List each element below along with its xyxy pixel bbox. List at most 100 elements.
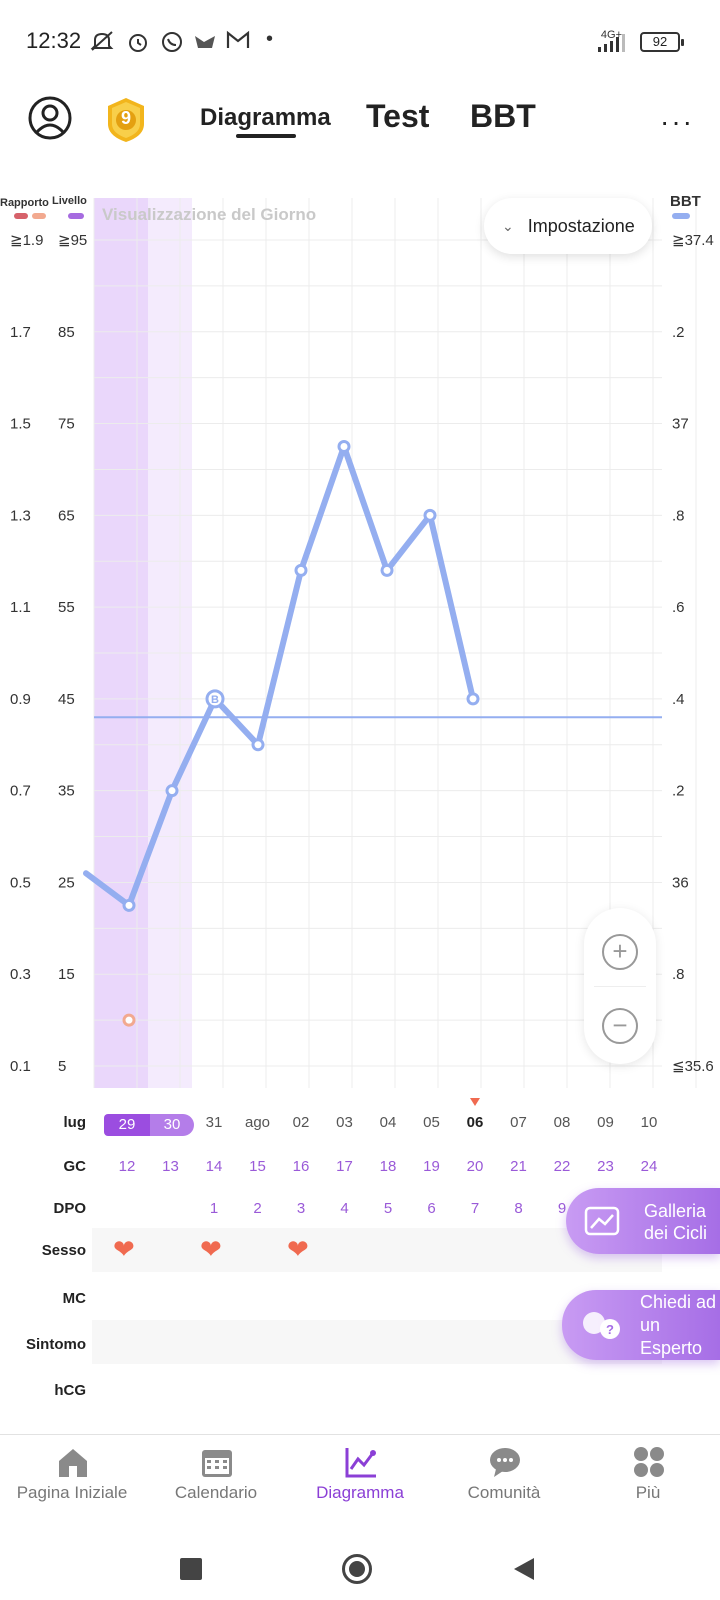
gc-cell[interactable]: 21 xyxy=(510,1158,527,1175)
home-icon xyxy=(59,1449,87,1477)
system-navigation-bar xyxy=(0,1518,720,1600)
hcg-label: hCG xyxy=(54,1382,86,1399)
data-point xyxy=(466,692,480,706)
period-band-dark xyxy=(94,198,148,1088)
profile-avatar-button[interactable] xyxy=(28,96,72,140)
dpo-cell[interactable]: 3 xyxy=(296,1200,306,1217)
gc-cell[interactable]: 19 xyxy=(423,1158,440,1175)
dpo-cell[interactable]: 4 xyxy=(340,1200,349,1217)
dpo-cell[interactable]: 5 xyxy=(383,1200,393,1217)
data-point xyxy=(251,738,265,752)
date-cell[interactable]: 05 xyxy=(423,1114,440,1131)
nav-calendar[interactable]: Calendario xyxy=(144,1435,288,1517)
date-cell[interactable]: 02 xyxy=(292,1114,310,1131)
data-point xyxy=(337,440,351,453)
active-tab-indicator xyxy=(236,134,296,138)
date-cell[interactable]: 30 xyxy=(150,1114,194,1136)
sintomo-label: Sintomo xyxy=(26,1336,86,1353)
level-tick: 15 xyxy=(58,966,75,983)
dpo-cell[interactable]: 2 xyxy=(253,1200,262,1217)
chart-grid xyxy=(93,198,697,1088)
dpo-cell[interactable]: 1 xyxy=(209,1200,219,1217)
nav-community[interactable]: Comunità xyxy=(432,1435,576,1517)
gc-cell[interactable]: 17 xyxy=(336,1158,353,1175)
date-cell[interactable]: 06 xyxy=(466,1114,484,1131)
date-cell[interactable]: 08 xyxy=(553,1114,571,1131)
bbt-tick: ≦35.6 xyxy=(672,1058,714,1075)
badge-number: 9 xyxy=(120,108,131,128)
dot-icon: • xyxy=(266,28,274,50)
dpo-cell[interactable]: 6 xyxy=(427,1200,436,1217)
settings-dropdown-button[interactable]: ⌄ Impostazione xyxy=(484,198,652,254)
axis-ticks: ≧1.9 ≧95 ≧37.4 1.7 85 .2 1.5 75 37 1.3 65 .8 1.1 55 .6… xyxy=(10,232,714,1075)
dpo-cell[interactable]: 7 xyxy=(470,1200,480,1217)
gmail-icon xyxy=(226,30,250,56)
tab-diagramma[interactable]: Diagramma xyxy=(200,104,331,131)
nav-chart-label: Diagramma xyxy=(316,1483,404,1502)
date-cell[interactable]: 07 xyxy=(510,1114,527,1131)
ratio-tick: 0.9 xyxy=(10,691,31,708)
nav-community-label: Comunità xyxy=(467,1483,541,1502)
heart-icon[interactable]: ❤ xyxy=(113,1234,135,1264)
alarm-icon xyxy=(126,30,150,60)
tab-test[interactable]: Test xyxy=(366,98,430,134)
ratio-tick: ≧1.9 xyxy=(10,232,43,249)
tab-bbt[interactable]: BBT xyxy=(470,98,536,134)
date-cell[interactable]: 03 xyxy=(336,1114,353,1131)
bbt-tick: .2 xyxy=(672,783,685,800)
gc-cell[interactable]: 18 xyxy=(379,1158,397,1175)
settings-label: Impostazione xyxy=(527,215,635,236)
dpo-cell[interactable]: 9 xyxy=(557,1200,567,1217)
mc-label: MC xyxy=(62,1290,86,1307)
sesso-row[interactable] xyxy=(92,1228,662,1272)
cycle-gallery-button[interactable]: Galleria dei Cicli xyxy=(566,1188,720,1254)
level-tick: 25 xyxy=(58,874,75,891)
ratio-tick: 1.5 xyxy=(10,416,31,433)
zoom-in-icon[interactable]: + xyxy=(602,934,638,970)
dpo-cell[interactable]: 8 xyxy=(514,1200,523,1217)
gc-cell[interactable]: 13 xyxy=(162,1158,179,1175)
expert-chat-icon: ? xyxy=(583,1312,620,1339)
heart-icon[interactable]: ❤ xyxy=(287,1234,309,1264)
date-cell[interactable]: 10 xyxy=(640,1114,658,1131)
date-cell[interactable]: 29 xyxy=(104,1114,150,1136)
nav-calendar-label: Calendario xyxy=(174,1483,258,1502)
gc-cell[interactable]: 22 xyxy=(553,1158,571,1175)
gc-cell[interactable]: 20 xyxy=(466,1158,484,1175)
home-button-icon[interactable] xyxy=(342,1554,372,1584)
level-tick: 65 xyxy=(58,507,75,524)
gc-cell[interactable]: 24 xyxy=(640,1158,658,1175)
ratio-tick: 1.3 xyxy=(10,507,31,524)
heart-icon[interactable]: ❤ xyxy=(200,1234,222,1264)
gc-cell[interactable]: 15 xyxy=(249,1158,266,1175)
status-time: 12:32 xyxy=(26,28,82,53)
gc-cell[interactable]: 23 xyxy=(597,1158,614,1175)
back-icon[interactable] xyxy=(514,1558,534,1580)
data-point xyxy=(122,898,136,912)
legend-bbt: BBT xyxy=(670,193,701,210)
gc-cell[interactable]: 12 xyxy=(118,1158,136,1175)
nav-more[interactable]: Più xyxy=(576,1435,720,1517)
sesso-label: Sesso xyxy=(41,1242,86,1259)
date-cell[interactable]: ago xyxy=(244,1114,271,1131)
gc-cell[interactable]: 16 xyxy=(292,1158,310,1175)
cycle-chart[interactable]: Rapporto Livello BBT Visualizzazione del… xyxy=(0,180,720,1100)
date-cell[interactable]: 09 xyxy=(597,1114,614,1131)
nav-more-label: Più xyxy=(635,1483,661,1502)
ratio-tick: 0.1 xyxy=(10,1058,31,1075)
nav-chart[interactable]: Diagramma xyxy=(288,1435,432,1517)
nav-home[interactable]: Pagina Iniziale xyxy=(0,1435,144,1517)
ask-expert-button[interactable]: ? Chiedi ad un Esperto xyxy=(562,1290,720,1360)
gallery-icon xyxy=(584,1206,620,1236)
recents-icon[interactable] xyxy=(180,1558,202,1580)
more-options-button[interactable]: ··· xyxy=(660,106,694,137)
zoom-out-icon[interactable]: − xyxy=(602,1008,638,1044)
point-annotation: B xyxy=(211,694,219,706)
level-badge-button[interactable]: 9 xyxy=(104,96,148,144)
period-band-light xyxy=(148,198,192,1088)
date-cell[interactable]: 04 xyxy=(379,1114,397,1131)
signal-icon xyxy=(596,33,630,53)
gc-cell[interactable]: 14 xyxy=(205,1158,223,1175)
gallery-label: Galleria dei Cicli xyxy=(644,1201,708,1243)
date-cell[interactable]: 31 xyxy=(205,1114,223,1131)
